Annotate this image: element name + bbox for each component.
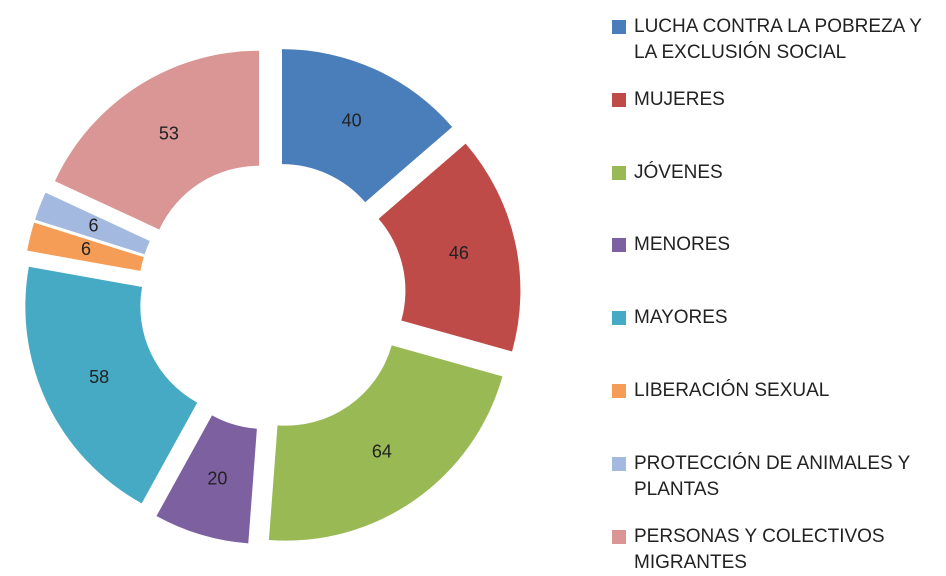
legend-swatch [612,20,626,34]
legend-item: MAYORES [612,305,946,331]
legend-swatch [612,238,626,253]
legend-label: PROTECCIÓN DE ANIMALES Y PLANTAS [634,452,910,500]
legend-item: LIBERACIÓN SEXUAL [612,378,946,404]
legend-label: LUCHA CONTRA LA POBREZA Y LA EXCLUSIÓN S… [634,16,922,63]
data-label: 20 [207,468,227,488]
donut-segment [27,222,144,271]
donut-segment [281,49,453,203]
legend-swatch [612,384,626,398]
legend-item: MUJERES [612,87,946,113]
donut-area: 40 46 64 20 58 6 6 53 [25,49,521,544]
donut-segment [54,50,260,230]
donut-segment [35,192,150,255]
legend-swatch [612,92,626,107]
legend-item: JÓVENES [612,160,946,186]
legend-label: MENORES [634,234,731,256]
data-label: 40 [342,111,362,131]
donut-segment [156,415,257,544]
legend-item: PERSONAS Y COLECTIVOS MIGRANTES [612,524,946,576]
legend-swatch [612,456,626,471]
legend-item: PROTECCIÓN DE ANIMALES Y PLANTAS [612,451,946,503]
legend-swatch [612,311,626,326]
donut-segment [268,345,503,541]
legend-label: PERSONAS Y COLECTIVOS MIGRANTES [634,525,885,573]
data-label: 6 [81,239,91,259]
legend-label: MAYORES [634,307,728,329]
data-label: 46 [449,243,469,263]
legend-swatch [612,529,626,544]
legend-item: LUCHA CONTRA LA POBREZA Y LA EXCLUSIÓN S… [612,14,946,66]
donut-segment [25,266,198,504]
donut-segment [378,143,521,352]
data-label: 53 [159,123,179,143]
data-label: 58 [89,367,109,387]
data-label: 64 [372,442,392,462]
data-label: 6 [88,216,98,236]
legend-label: MUJERES [634,88,725,110]
legend-swatch [612,165,626,180]
legend-label: LIBERACIÓN SEXUAL [634,380,830,401]
legend-label: JÓVENES [634,161,723,183]
legend-item: MENORES [612,232,946,258]
